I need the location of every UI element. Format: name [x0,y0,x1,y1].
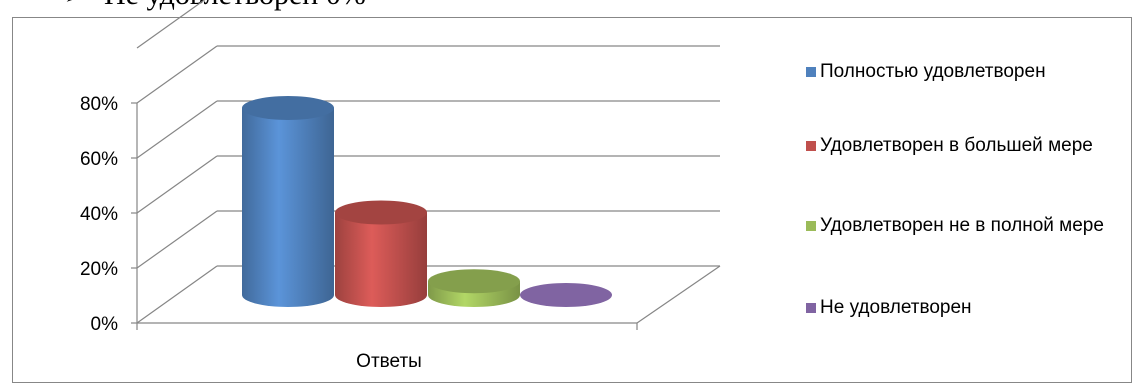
legend-label-1: Удовлетворен в большей мере [820,135,1093,156]
legend-label-3: Не удовлетворен [820,297,972,318]
gridline-diagonal-0 [136,265,218,324]
legend-swatch-3 [806,303,816,313]
bar-series-0-top [242,96,334,120]
floor-right-edge [636,265,721,324]
legend-label-2: Удовлетворен не в полной мере [820,215,1104,236]
legend-item-2: Удовлетворен не в полной мере [806,212,1104,239]
bar-series-3-top [520,283,612,307]
gridline-diagonal-2 [136,155,218,214]
legend-item-0: Полностью удовлетворен [806,58,1046,85]
chart-frame [12,17,1132,383]
bar-series-1-body [335,212,427,307]
gridline-diagonal-3 [136,100,218,159]
document-heading-line: ➢Не удовлетворен 0% [64,0,366,18]
y-tick-label-3: 60% [80,149,118,170]
x-category-label-0: Ответы [356,351,422,372]
arrow-bullet-icon: ➢ [64,0,104,11]
y-tick-label-1: 20% [80,259,118,280]
bar-series-0-body [242,108,334,307]
legend-label-0: Полностью удовлетворен [820,61,1046,82]
legend-item-1: Удовлетворен в большей мере [806,132,1093,159]
y-tick-label-0: 0% [91,314,119,335]
gridline-diagonal-4 [136,45,218,104]
legend-swatch-0 [806,67,816,77]
gridline-diagonal-1 [136,210,218,269]
legend-swatch-2 [806,221,816,231]
legend-item-3: Не удовлетворен [806,294,972,321]
bar-series-1-top [335,200,427,225]
bar-series-2-top [428,269,520,294]
gridline-diagonal-5 [136,0,206,49]
document-heading-text: Не удовлетворен 0% [104,0,366,11]
y-tick-label-4: 80% [80,94,118,115]
legend-swatch-1 [806,141,816,151]
y-tick-label-2: 40% [80,204,118,225]
